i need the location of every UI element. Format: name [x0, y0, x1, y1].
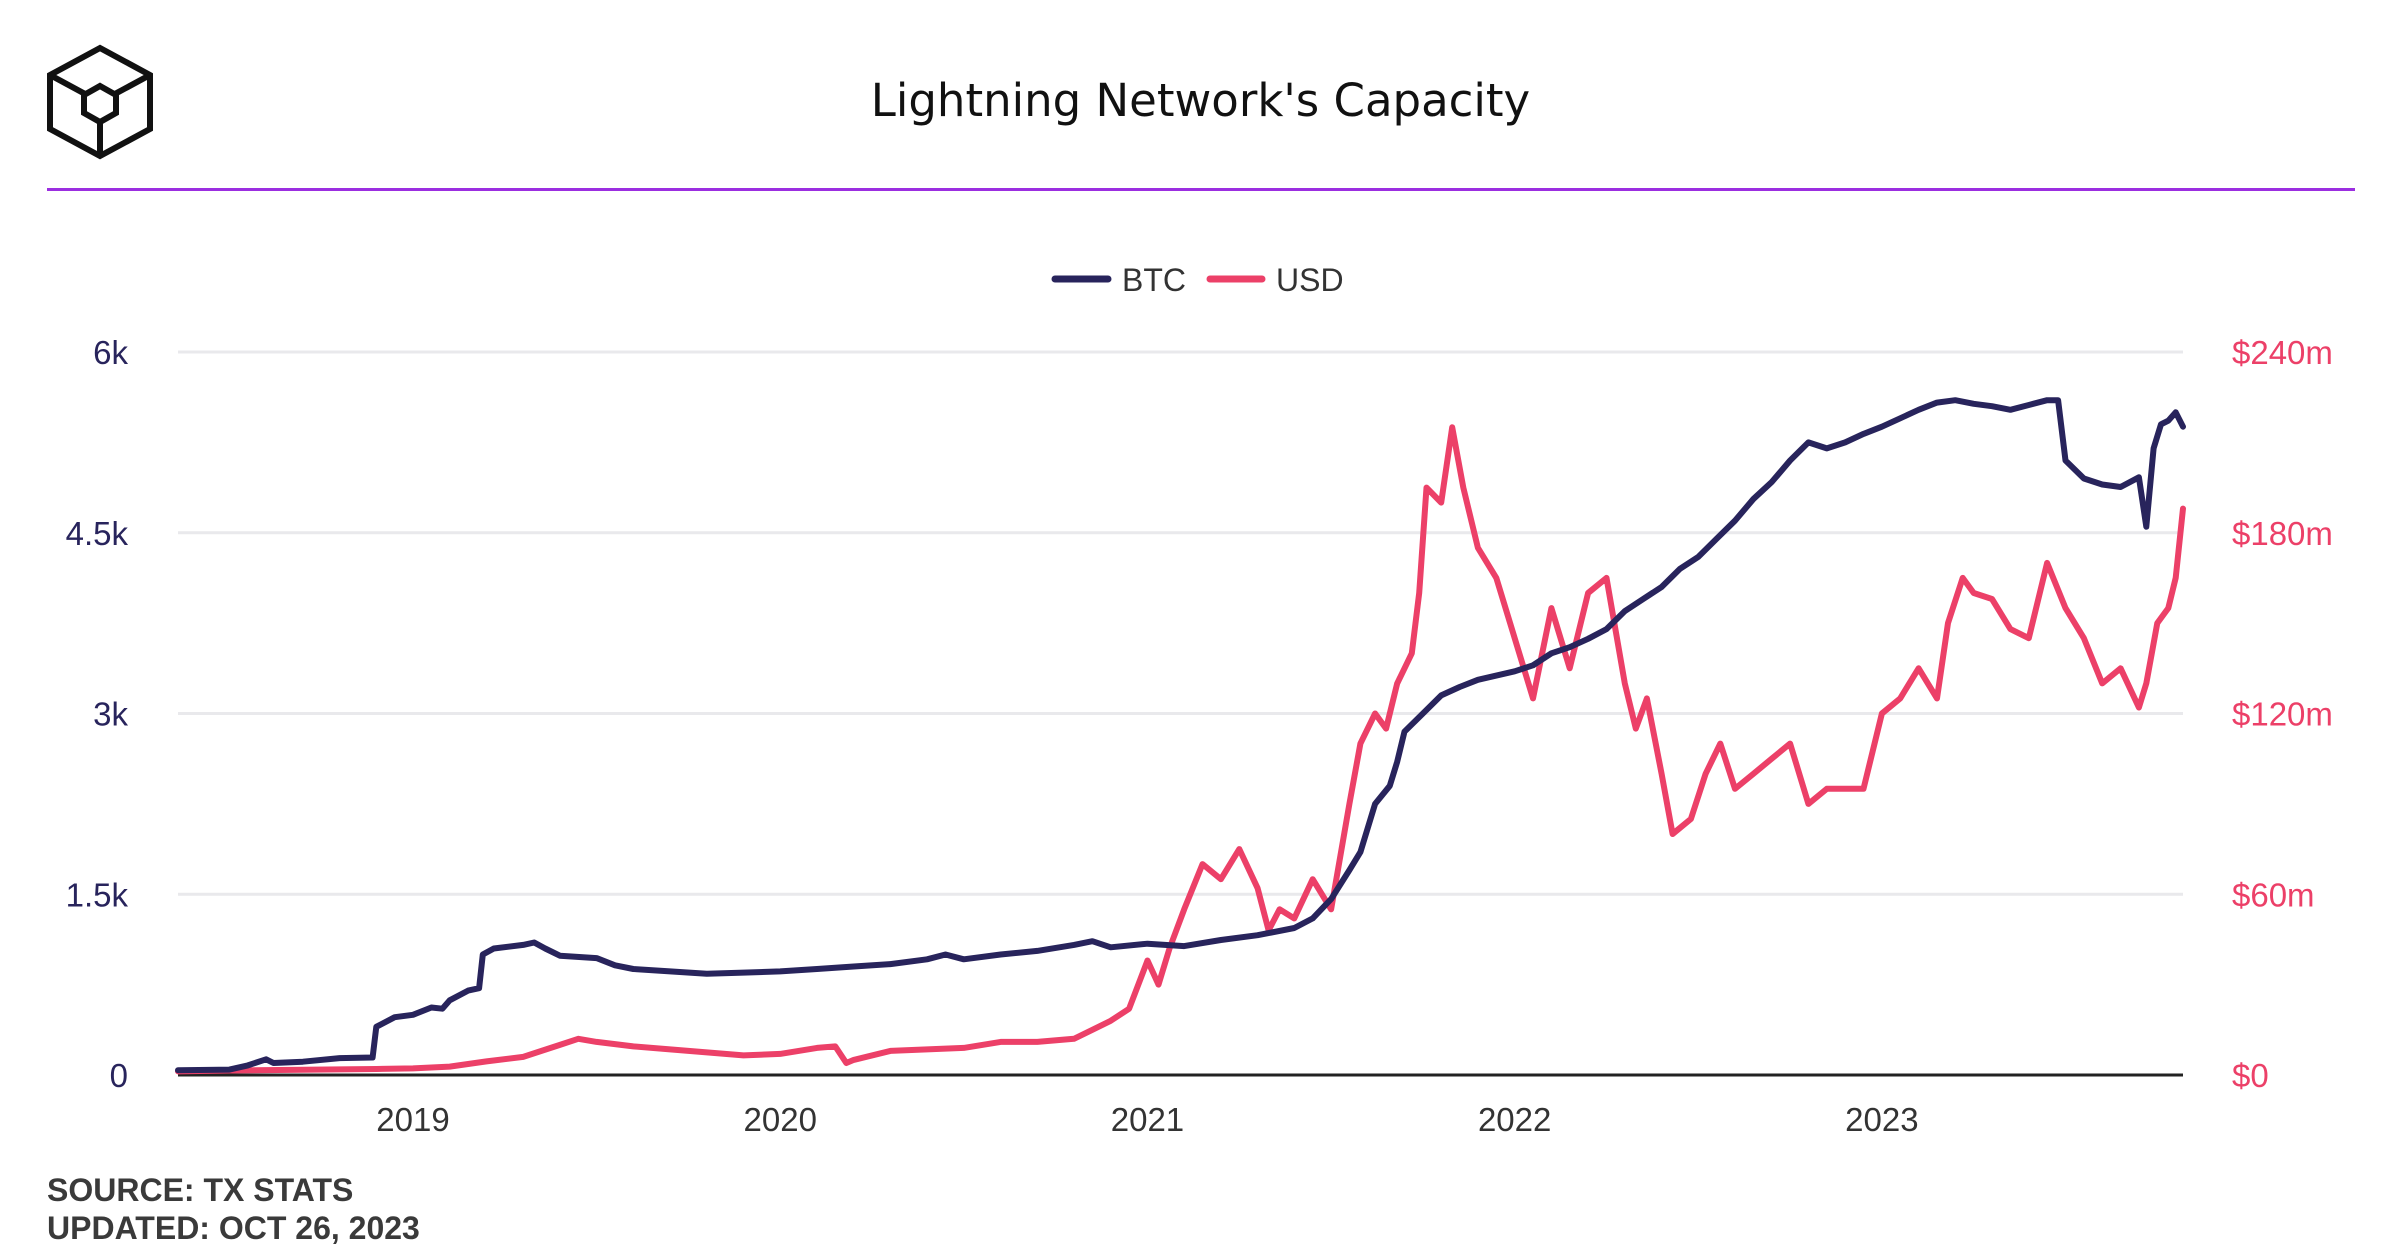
right-tick-label: $180m [2232, 515, 2333, 552]
series-line-btc [175, 397, 2186, 1074]
legend: BTC USD [1051, 262, 1344, 298]
x-tick-label: 2020 [744, 1101, 817, 1138]
left-tick-label: 1.5k [66, 876, 129, 913]
gridlines [178, 350, 2183, 896]
x-tick-label: 2019 [376, 1101, 449, 1138]
source-note: SOURCE: TX STATS [47, 1172, 354, 1208]
capacity-chart: BTC USD 0 1.5k 3k 4.5k 6k $0 $60m $120m $180m $2… [66, 262, 2333, 1138]
left-tick-label: 4.5k [66, 515, 129, 552]
x-tick-label: 2023 [1845, 1101, 1918, 1138]
legend-btc-label: BTC [1122, 262, 1186, 298]
legend-usd-label: USD [1276, 262, 1344, 298]
right-tick-label: $0 [2232, 1057, 2269, 1094]
left-tick-label: 6k [93, 334, 128, 371]
right-tick-label: $240m [2232, 334, 2333, 371]
right-tick-label: $120m [2232, 696, 2333, 733]
series-line-usd [175, 424, 2186, 1075]
chart-title: Lightning Network's Capacity [870, 74, 1531, 127]
left-axis: 0 1.5k 3k 4.5k 6k [66, 334, 129, 1094]
x-tick-label: 2022 [1478, 1101, 1551, 1138]
right-tick-label: $60m [2232, 876, 2315, 913]
x-axis: 2019 2020 2021 2022 2023 [178, 1073, 2183, 1138]
header-divider [47, 188, 2355, 191]
series-layer [175, 397, 2186, 1075]
the-block-logo [47, 44, 153, 160]
x-tick-label: 2021 [1111, 1101, 1184, 1138]
left-tick-label: 0 [110, 1057, 128, 1094]
updated-note: UPDATED: OCT 26, 2023 [47, 1210, 420, 1246]
left-tick-label: 3k [93, 696, 128, 733]
right-axis: $0 $60m $120m $180m $240m [2232, 334, 2333, 1094]
